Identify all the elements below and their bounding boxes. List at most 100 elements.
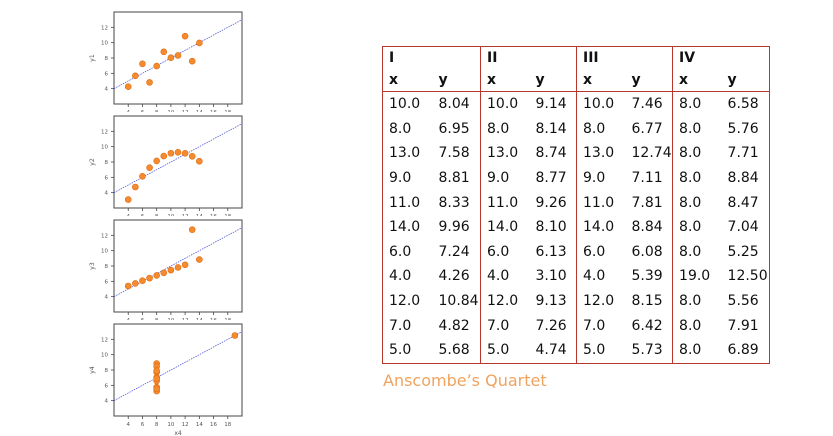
table-cell: 12.0	[480, 288, 530, 314]
anscombe-table: I II III IV x y x y x y x y 10.0 8.04 10.0…	[382, 46, 771, 364]
regression-line	[113, 331, 243, 401]
table-cell: 5.0	[576, 337, 626, 364]
x-tick-label: 4	[126, 318, 130, 320]
table-cell: 6.13	[535, 243, 567, 260]
table-cell: 12.50	[727, 268, 768, 285]
y-tick-label: 10	[101, 353, 108, 359]
table-body: 10.0 8.04 10.0 9.14 10.0 7.46 8.0 6.58 8.0 6.95 8.…	[383, 91, 770, 364]
table-cell: 11.0	[576, 190, 626, 215]
y-tick-label: 6	[105, 175, 109, 181]
x-tick-label: 14	[196, 422, 203, 428]
data-point	[132, 280, 139, 287]
column-header: x	[389, 72, 399, 88]
x-tick-label: 10	[167, 422, 174, 428]
table-cell: 8.0	[389, 120, 412, 137]
x-tick-label: 10	[167, 110, 174, 112]
x-tick-label: 10	[167, 214, 174, 216]
table-cell: 4.0	[480, 264, 530, 289]
table-cell: 7.91	[727, 317, 759, 334]
data-point	[153, 367, 160, 374]
group-header: IV	[672, 46, 770, 69]
table-row: 9.0 8.81 9.0 8.77 9.0 7.11 8.0 8.84	[383, 165, 770, 191]
x-tick-label: 6	[141, 422, 145, 428]
data-point	[146, 79, 153, 86]
x-tick-label: 6	[141, 110, 145, 112]
data-point	[174, 149, 182, 156]
table-cell: 10.0	[576, 91, 626, 117]
x-tick-label: 16	[210, 214, 217, 216]
data-point	[181, 150, 189, 157]
table-row: 5.0 5.68 5.0 4.74 5.0 5.73 8.0 6.89	[383, 337, 770, 364]
table-cell: 8.0	[672, 165, 722, 191]
scatter-plot-3: 4 6 8 10 12 14 16 18 4 6 8 10 12 y3	[89, 219, 243, 320]
table-cell: 4.26	[438, 268, 470, 285]
data-point	[160, 269, 168, 277]
table-cell: 8.84	[727, 170, 759, 187]
table-cell: 10.0	[389, 96, 421, 113]
table-cell: 13.0	[389, 145, 421, 162]
table-row: 14.0 9.96 14.0 8.10 14.0 8.84 8.0 7.04	[383, 214, 770, 240]
table-cell: 6.42	[631, 317, 663, 334]
data-point	[174, 264, 182, 271]
table-cell: 14.0	[480, 214, 530, 240]
data-point	[188, 57, 196, 65]
x-tick-label: 8	[155, 110, 159, 112]
data-point	[181, 32, 189, 40]
table-cell: 7.26	[535, 317, 567, 334]
column-header-row: x y x y x y x y	[382, 69, 770, 92]
x-tick-label: 14	[196, 110, 203, 112]
x-tick-label: 6	[141, 318, 145, 320]
x-tick-label: 8	[155, 318, 159, 320]
x-tick-label: 16	[210, 318, 217, 320]
column-header: y	[438, 72, 448, 88]
table-row: 6.0 7.24 6.0 6.13 6.0 6.08 8.0 5.25	[383, 239, 770, 265]
group-header: III	[576, 46, 673, 69]
table-cell: 5.0	[389, 342, 412, 359]
y-tick-label: 10	[101, 41, 108, 47]
table-cell: 7.46	[631, 96, 663, 113]
table-cell: 11.0	[480, 190, 530, 215]
y-tick-label: 12	[101, 129, 108, 135]
column-header: y	[727, 72, 737, 88]
y-tick-label: 8	[105, 56, 109, 62]
data-point	[139, 277, 146, 285]
x-tick-label: 4	[126, 214, 130, 216]
table-cell: 12.0	[576, 288, 626, 314]
table-cell: 9.26	[535, 194, 567, 211]
table-cell: 8.0	[672, 214, 722, 240]
y-tick-label: 6	[105, 383, 109, 389]
table-cell: 11.0	[389, 194, 421, 211]
table-cell: 5.73	[631, 342, 663, 359]
table-cell: 8.14	[535, 120, 567, 137]
data-point	[139, 60, 146, 68]
table-cell: 6.77	[631, 120, 663, 137]
table-cell: 10.84	[438, 293, 479, 310]
y-axis-label: y1	[89, 54, 96, 62]
table-cell: 8.0	[672, 116, 722, 142]
table-cell: 8.74	[535, 145, 567, 162]
plot-frame	[113, 115, 243, 209]
column-header: y	[535, 72, 545, 88]
table-cell: 8.47	[727, 194, 759, 211]
table-cell: 5.25	[727, 243, 759, 260]
table-cell: 4.74	[535, 342, 567, 359]
x-tick-label: 14	[196, 214, 203, 216]
table-row: 11.0 8.33 11.0 9.26 11.0 7.81 8.0 8.47	[383, 190, 770, 215]
plot-frame	[113, 323, 243, 417]
table-cell: 10.0	[480, 91, 530, 117]
column-header: y	[631, 72, 641, 88]
table-cell: 6.08	[631, 243, 663, 260]
x-tick-label: 14	[196, 318, 203, 320]
data-point	[167, 54, 175, 61]
regression-line	[113, 227, 243, 297]
data-point	[153, 375, 160, 382]
table-cell: 9.0	[389, 170, 412, 187]
y-tick-label: 4	[105, 399, 109, 405]
data-point	[124, 83, 132, 90]
table-cell: 7.58	[438, 145, 470, 162]
x-tick-label: 18	[224, 318, 231, 320]
y-tick-label: 12	[101, 233, 108, 239]
table-cell: 3.10	[535, 268, 567, 285]
table-cell: 8.81	[438, 170, 470, 187]
table-cell: 14.0	[389, 219, 421, 236]
